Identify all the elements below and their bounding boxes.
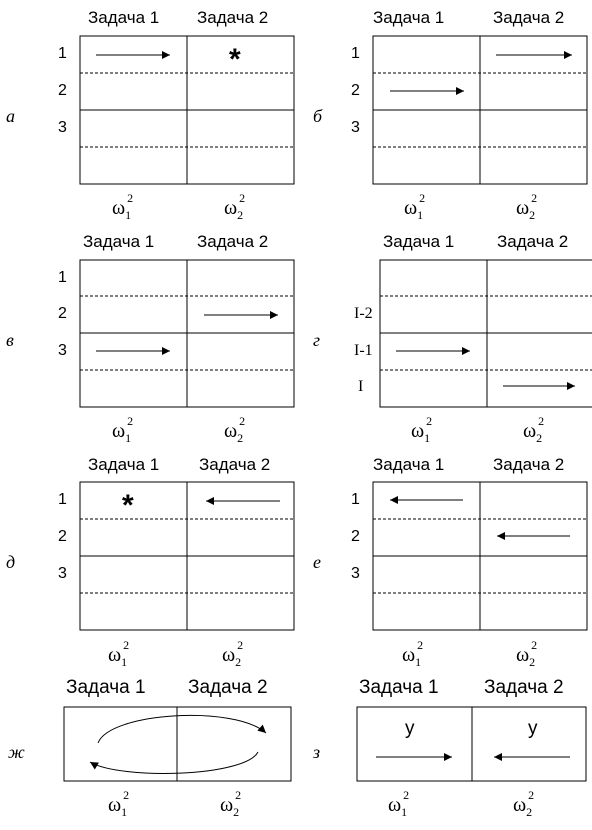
panel-label: а (6, 106, 15, 126)
star-mark: * (229, 43, 241, 76)
header-task2: Задача 2 (199, 455, 271, 474)
header-task1: Задача 1 (88, 8, 160, 27)
row-label-3: 3 (58, 565, 67, 582)
panel-e-grid (372, 481, 588, 631)
omega-2-squared: ω22 (220, 788, 242, 819)
panel-label: г (313, 330, 321, 350)
header-task2: Задача 2 (188, 677, 268, 698)
header-task1: Задача 1 (83, 232, 155, 251)
star-mark: * (122, 489, 134, 522)
panel-label: е (313, 552, 321, 572)
panel-g-grid (379, 259, 592, 408)
header-task1: Задача 1 (88, 455, 160, 474)
omega-1-squared: ω12 (108, 788, 130, 819)
omega-1-squared: ω12 (108, 638, 130, 669)
header-task2: Задача 2 (497, 232, 569, 251)
header-task1: Задача 1 (373, 8, 445, 27)
panel-a-grid (79, 35, 295, 185)
header-task2: Задача 2 (197, 8, 269, 27)
omega-2-squared: ω22 (523, 414, 545, 445)
panel-v-grid (79, 259, 295, 408)
row-label-2: 2 (58, 305, 67, 322)
row-label-i-1: I-1 (354, 342, 373, 359)
panel-label: з (313, 742, 321, 762)
header-task1: Задача 1 (66, 677, 146, 698)
row-label-1: 1 (58, 491, 67, 508)
row-label-3: 3 (58, 342, 67, 359)
omega-2-squared: ω22 (222, 638, 244, 669)
header-task1: Задача 1 (383, 232, 455, 251)
y-label-left: у (405, 718, 415, 739)
panel-b-grid (372, 35, 588, 185)
panel-d-grid (79, 481, 295, 631)
panel-label: ж (8, 742, 25, 762)
row-label-3: 3 (351, 565, 360, 582)
header-task2: Задача 2 (484, 677, 564, 698)
header-task2: Задача 2 (493, 8, 565, 27)
panel-z-grid (356, 706, 587, 782)
y-label-right: у (528, 718, 538, 739)
omega-1-squared: ω12 (404, 191, 426, 222)
row-label-2: 2 (351, 82, 360, 99)
row-label-i-2: I-2 (354, 305, 373, 322)
panel-label: д (6, 552, 16, 572)
panel-label: в (6, 330, 14, 350)
omega-1-squared: ω12 (411, 414, 433, 445)
row-label-3: 3 (351, 119, 360, 136)
omega-2-squared: ω22 (224, 414, 246, 445)
omega-2-squared: ω22 (516, 638, 538, 669)
row-label-i: I (358, 378, 364, 395)
header-task1: Задача 1 (359, 677, 439, 698)
omega-1-squared: ω12 (402, 638, 424, 669)
header-task1: Задача 1 (373, 455, 445, 474)
row-label-1: 1 (58, 269, 67, 286)
omega-2-squared: ω22 (224, 191, 246, 222)
row-label-1: 1 (351, 491, 360, 508)
row-label-1: 1 (58, 45, 67, 62)
row-label-3: 3 (58, 119, 67, 136)
omega-2-squared: ω22 (516, 191, 538, 222)
row-label-2: 2 (351, 528, 360, 545)
omega-1-squared: ω12 (388, 788, 410, 819)
header-task2: Задача 2 (493, 455, 565, 474)
row-label-1: 1 (351, 45, 360, 62)
row-label-2: 2 (58, 82, 67, 99)
panel-label: б (313, 106, 323, 126)
omega-1-squared: ω12 (112, 191, 134, 222)
header-task2: Задача 2 (197, 232, 269, 251)
row-label-2: 2 (58, 528, 67, 545)
omega-1-squared: ω12 (112, 414, 134, 445)
panel-zh-grid (63, 706, 292, 782)
omega-2-squared: ω22 (513, 788, 535, 819)
